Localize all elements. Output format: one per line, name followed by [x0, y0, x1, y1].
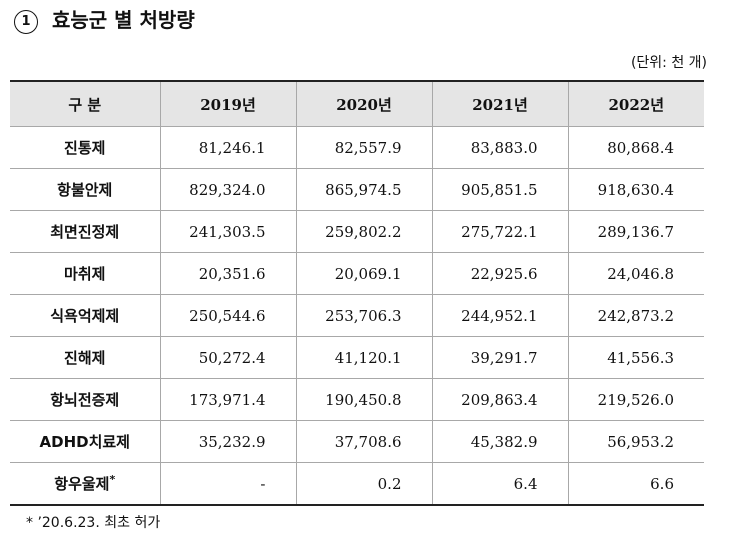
cell-2022: 41,556.3	[567, 336, 704, 379]
cell-2021: 22,925.6	[431, 252, 569, 295]
table-row: 진해제 50,272.4 41,120.1 39,291.7 41,556.3	[10, 336, 704, 379]
cell-2020: 82,557.9	[295, 126, 433, 169]
prescription-table: 구 분 2019년 2020년 2021년 2022년 진통제 81,246.1…	[10, 80, 704, 506]
cell-2021: 275,722.1	[431, 210, 569, 253]
cell-2021: 905,851.5	[431, 168, 569, 211]
cell-2019: 35,232.9	[159, 420, 297, 463]
row-category: 항불안제	[10, 168, 161, 211]
section-title: 1 효능군 별 처방량	[14, 4, 195, 34]
cell-2019: 20,351.6	[159, 252, 297, 295]
cell-2020: 37,708.6	[295, 420, 433, 463]
table-row: 항우울제* - 0.2 6.4 6.6	[10, 462, 704, 506]
cell-2022: 289,136.7	[567, 210, 704, 253]
row-category: 항우울제	[54, 475, 110, 493]
cell-2019: -	[159, 462, 297, 506]
row-category: 진통제	[10, 126, 161, 169]
cell-2020: 20,069.1	[295, 252, 433, 295]
cell-2021: 209,863.4	[431, 378, 569, 421]
table-row: 항뇌전증제 173,971.4 190,450.8 209,863.4 219,…	[10, 378, 704, 421]
footnote: * ’20.6.23. 최초 허가	[26, 515, 161, 531]
table-row: 항불안제 829,324.0 865,974.5 905,851.5 918,6…	[10, 168, 704, 211]
cell-2021: 6.4	[431, 462, 569, 506]
unit-label: (단위: 천 개)	[630, 55, 707, 71]
cell-2019: 241,303.5	[159, 210, 297, 253]
header-category: 구 분	[10, 80, 161, 127]
table-row: 진통제 81,246.1 82,557.9 83,883.0 80,868.4	[10, 126, 704, 169]
cell-2019: 81,246.1	[159, 126, 297, 169]
cell-2019: 829,324.0	[159, 168, 297, 211]
cell-2021: 244,952.1	[431, 294, 569, 337]
cell-2022: 219,526.0	[567, 378, 704, 421]
cell-2021: 45,382.9	[431, 420, 569, 463]
header-2022: 2022년	[567, 80, 704, 127]
section-number-badge: 1	[14, 10, 38, 34]
row-category: 마취제	[10, 252, 161, 295]
cell-2022: 24,046.8	[567, 252, 704, 295]
table-row: 최면진정제 241,303.5 259,802.2 275,722.1 289,…	[10, 210, 704, 253]
cell-2022: 56,953.2	[567, 420, 704, 463]
cell-2022: 6.6	[567, 462, 704, 506]
cell-2019: 250,544.6	[159, 294, 297, 337]
cell-2019: 173,971.4	[159, 378, 297, 421]
row-category: ADHD치료제	[10, 420, 161, 463]
row-category-with-note: 항우울제*	[10, 462, 161, 506]
cell-2020: 865,974.5	[295, 168, 433, 211]
section-title-text: 효능군 별 처방량	[52, 8, 195, 32]
header-2019: 2019년	[159, 80, 297, 127]
cell-2020: 0.2	[295, 462, 433, 506]
cell-2020: 190,450.8	[295, 378, 433, 421]
table-row: 마취제 20,351.6 20,069.1 22,925.6 24,046.8	[10, 252, 704, 295]
row-category: 식욕억제제	[10, 294, 161, 337]
row-category: 진해제	[10, 336, 161, 379]
header-2021: 2021년	[431, 80, 569, 127]
table-row: ADHD치료제 35,232.9 37,708.6 45,382.9 56,95…	[10, 420, 704, 463]
cell-2020: 41,120.1	[295, 336, 433, 379]
cell-2020: 253,706.3	[295, 294, 433, 337]
cell-2019: 50,272.4	[159, 336, 297, 379]
row-category: 최면진정제	[10, 210, 161, 253]
cell-2022: 242,873.2	[567, 294, 704, 337]
footnote-mark: *	[109, 473, 116, 486]
table-row: 식욕억제제 250,544.6 253,706.3 244,952.1 242,…	[10, 294, 704, 337]
row-category: 항뇌전증제	[10, 378, 161, 421]
cell-2022: 918,630.4	[567, 168, 704, 211]
cell-2021: 39,291.7	[431, 336, 569, 379]
cell-2022: 80,868.4	[567, 126, 704, 169]
table-header-row: 구 분 2019년 2020년 2021년 2022년	[10, 80, 704, 127]
header-2020: 2020년	[295, 80, 433, 127]
cell-2020: 259,802.2	[295, 210, 433, 253]
cell-2021: 83,883.0	[431, 126, 569, 169]
